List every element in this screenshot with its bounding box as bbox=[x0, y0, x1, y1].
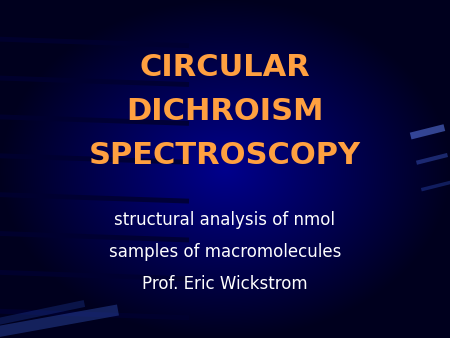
Text: structural analysis of nmol: structural analysis of nmol bbox=[114, 211, 336, 229]
Text: samples of macromolecules: samples of macromolecules bbox=[109, 243, 341, 261]
Text: DICHROISM: DICHROISM bbox=[126, 97, 324, 126]
Text: CIRCULAR: CIRCULAR bbox=[140, 53, 310, 82]
Text: Prof. Eric Wickstrom: Prof. Eric Wickstrom bbox=[142, 275, 308, 293]
Text: SPECTROSCOPY: SPECTROSCOPY bbox=[89, 141, 361, 170]
